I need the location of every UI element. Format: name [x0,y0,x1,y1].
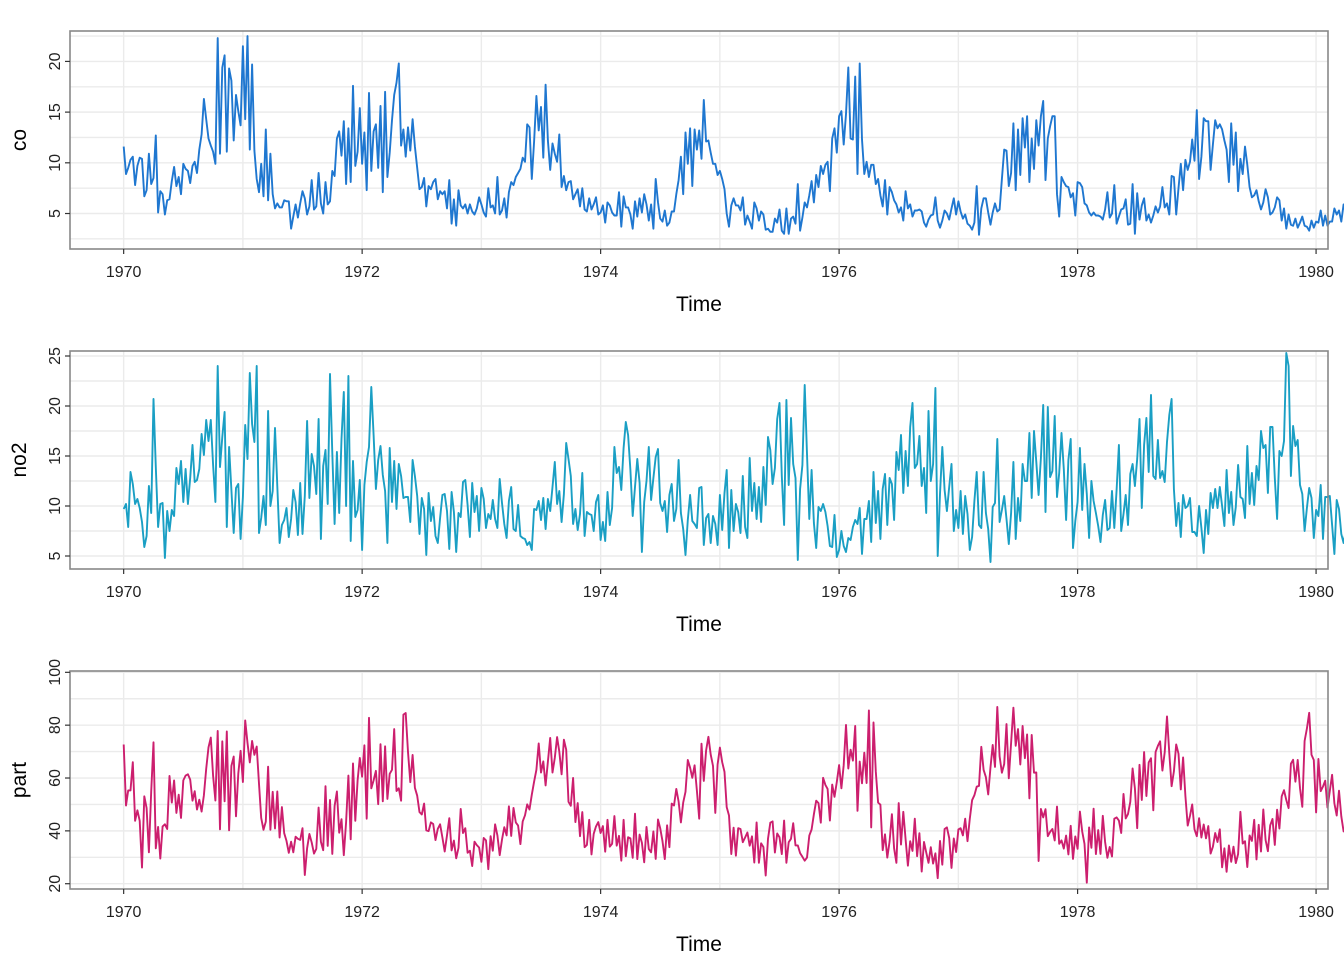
no2-x-tick-label: 1972 [344,584,380,601]
co-y-tick-label: 5 [47,209,64,218]
co-x-tick-label: 1970 [106,264,142,281]
part-y-tick-label: 40 [47,822,64,840]
part-y-tick-label: 80 [47,716,64,734]
no2-x-tick-label: 1978 [1060,584,1096,601]
part-x-tick-label: 1976 [821,904,857,921]
part-x-axis-title: Time [676,933,722,956]
part-x-tick-label: 1974 [583,904,619,921]
no2-y-axis-title: no2 [8,442,31,477]
co-panel-border [69,30,1329,250]
part-x-tick-label: 1972 [344,904,380,921]
part-y-axis-title: part [8,762,31,798]
co-panel: 1970 1972 1974 1976 1978 1980 5 10 15 20 Time co [8,30,1344,316]
part-panel-border [69,670,1329,890]
co-y-axis-title: co [8,129,31,151]
co-x-axis-title: Time [676,293,722,316]
part-x-tick-label: 1970 [106,904,142,921]
co-y-tick-label: 15 [47,103,64,121]
part-plot-background [70,671,1328,889]
no2-x-tick-label: 1976 [821,584,857,601]
no2-panel: 1970 1972 1974 1976 1978 1980 5 10 15 20 25 Time no2 [8,347,1344,636]
part-y-tick-label: 20 [47,875,64,893]
part-x-tick-label: 1978 [1060,904,1096,921]
part-x-tick-label: 1980 [1298,904,1334,921]
part-series-line [122,705,1344,884]
no2-series-line [122,352,1344,563]
no2-x-tick-label: 1970 [106,584,142,601]
no2-panel-border [69,350,1329,570]
co-x-tick-label: 1976 [821,264,857,281]
part-y-tick-label: 60 [47,769,64,787]
co-series-line [122,35,1344,236]
no2-y-tick-label: 10 [47,497,64,515]
no2-y-tick-label: 5 [47,551,64,560]
no2-x-tick-label: 1974 [583,584,619,601]
part-y-tick-label: 100 [47,659,64,686]
co-y-tick-label: 10 [47,154,64,172]
no2-y-tick-label: 25 [47,347,64,365]
no2-y-tick-label: 20 [47,397,64,415]
co-x-tick-label: 1974 [583,264,619,281]
part-panel: 1970 1972 1974 1976 1978 1980 20 40 60 80 100 Time p… [8,659,1344,956]
co-x-tick-label: 1972 [344,264,380,281]
co-y-tick-label: 20 [47,52,64,70]
no2-y-tick-label: 15 [47,447,64,465]
no2-x-tick-label: 1980 [1298,584,1334,601]
co-x-tick-label: 1978 [1060,264,1096,281]
no2-x-axis-title: Time [676,613,722,636]
co-x-tick-label: 1980 [1298,264,1334,281]
